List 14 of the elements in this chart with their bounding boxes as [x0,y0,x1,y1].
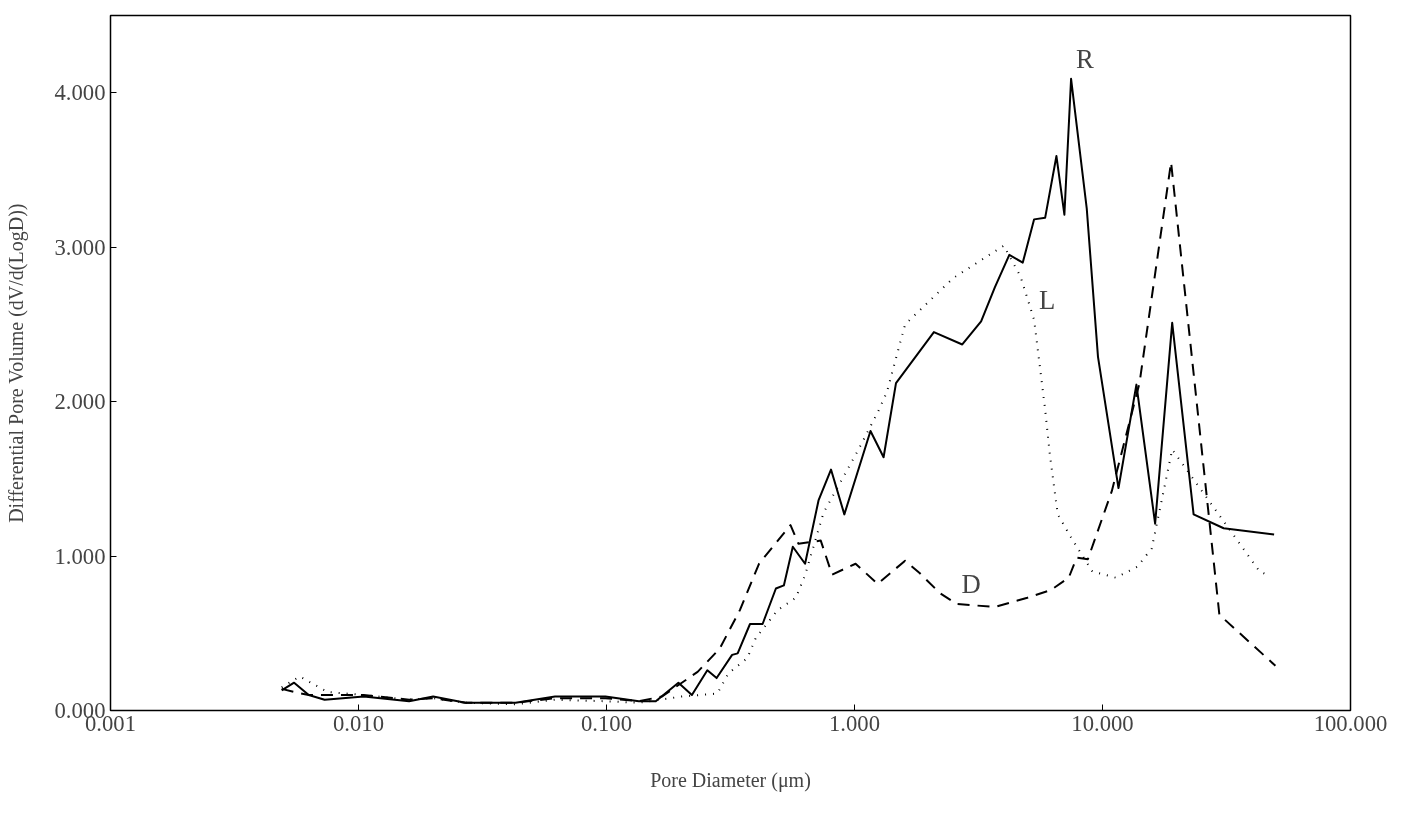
x-tick-label: 0.010 [333,710,384,736]
y-tick-label: 2.000 [54,389,106,415]
annotation: R [1076,43,1095,74]
y-tick-label: 1.000 [54,543,106,569]
x-tick-label: 0.100 [581,710,632,736]
y-axis-title: Differential Pore Volume (dV/d(LogD)) [4,203,28,523]
x-tick-label: 10.000 [1071,710,1134,736]
x-axis-title: Pore Diameter (μm) [650,768,811,792]
x-tick-label: 1.000 [829,710,880,736]
y-tick-label: 3.000 [54,234,106,260]
annotation: L [1039,284,1056,315]
x-tick-label: 100.000 [1313,710,1388,736]
annotation: D [961,568,981,599]
y-tick-label: 4.000 [54,80,106,106]
